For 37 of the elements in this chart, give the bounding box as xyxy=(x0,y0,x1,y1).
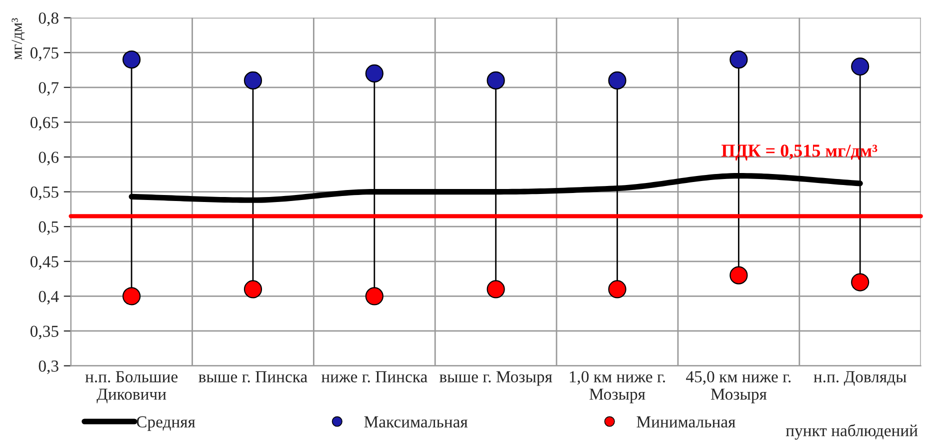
y-tick-label: 0,8 xyxy=(38,12,58,26)
y-tick-label: 0,5 xyxy=(38,221,58,235)
point xyxy=(730,50,748,69)
y-tick-label: 0,35 xyxy=(30,326,58,340)
point xyxy=(851,273,870,292)
legend-label: Максимальная xyxy=(364,416,468,428)
point xyxy=(851,57,870,76)
point xyxy=(608,71,626,90)
y-tick-label: 0,6 xyxy=(38,152,59,166)
point xyxy=(608,280,626,298)
x-tick-label: 45,0 км ниже г. Мозыря xyxy=(686,371,791,404)
point xyxy=(365,64,384,83)
y-tick-label: 0,7 xyxy=(38,82,59,96)
point xyxy=(122,50,141,69)
x-tick-label: выше г. Мозыря xyxy=(439,371,552,386)
legend-label: Средняя xyxy=(136,416,196,431)
y-tick-label: 0,75 xyxy=(30,47,58,61)
y-tick-label: 0,4 xyxy=(38,290,59,305)
point xyxy=(730,266,748,284)
x-tick-label: ниже г. Пинска xyxy=(321,371,428,382)
y-tick-label: 0,45 xyxy=(30,256,58,270)
x-tick-label: выше г. Пинска xyxy=(198,371,308,382)
x-axis-title: пункт наблюдений xyxy=(786,424,918,440)
x-tick-label: н.п. Довляды xyxy=(814,371,906,386)
point xyxy=(122,287,141,306)
point xyxy=(365,287,384,306)
point xyxy=(486,71,505,90)
y-tick-label: 0,3 xyxy=(38,360,58,374)
y-tick-label: 0,65 xyxy=(30,116,58,131)
y-tick-label: 0,55 xyxy=(30,186,58,200)
point xyxy=(244,71,262,90)
x-tick-label: н.п. Большие Диковичи xyxy=(85,371,178,404)
y-axis-title: мг/дм³ xyxy=(12,18,25,60)
x-tick-label: 1,0 км ниже г. Мозыря xyxy=(570,371,665,404)
point xyxy=(244,280,262,298)
legend-label: Минимальная xyxy=(636,416,736,428)
point xyxy=(486,280,505,298)
